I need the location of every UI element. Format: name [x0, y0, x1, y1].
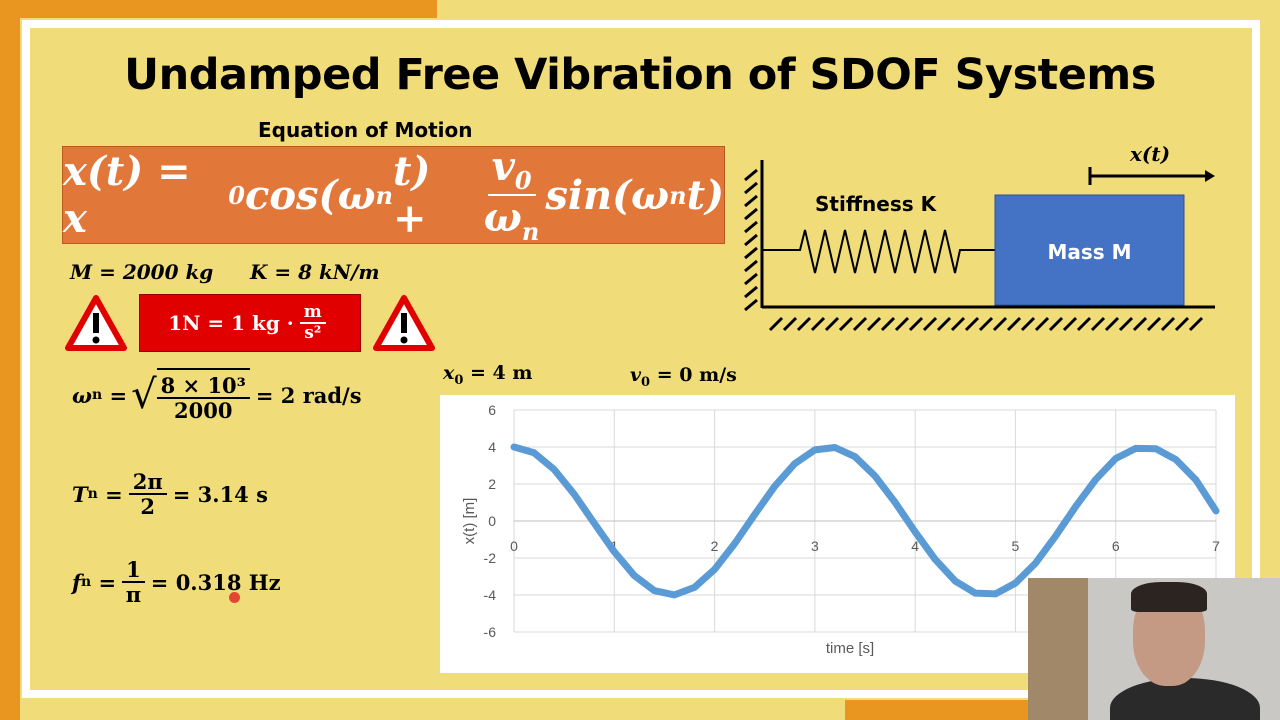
mass-block — [994, 194, 1185, 306]
y-axis-label: x(t) [m] — [461, 498, 478, 545]
ground-hatch — [768, 316, 1204, 332]
x-tick-label: 3 — [811, 538, 819, 554]
hatch-line — [1062, 316, 1078, 332]
hatch-line — [744, 181, 758, 195]
decor-bar — [0, 0, 20, 720]
spring-mass-diagram — [744, 160, 1215, 332]
equation-of-motion: x(t) = x 0 cos(ω n t) + v0 ωn sin(ω n t) — [62, 142, 725, 246]
hatch-line — [978, 316, 994, 332]
y-tick-label: 6 — [488, 402, 496, 418]
x-tick-label: 6 — [1112, 538, 1120, 554]
hatch-line — [964, 316, 980, 332]
hatch-line — [744, 298, 758, 312]
hatch-line — [950, 316, 966, 332]
hatch-line — [1006, 316, 1022, 332]
y-tick-label: 4 — [488, 439, 496, 455]
mass-param: M = 2000 kg — [70, 260, 214, 284]
y-tick-label: 0 — [488, 513, 496, 529]
hatch-line — [1160, 316, 1176, 332]
hatch-line — [824, 316, 840, 332]
slide-title: Undamped Free Vibration of SDOF Systems — [124, 50, 1156, 100]
hatch-line — [852, 316, 868, 332]
hatch-line — [768, 316, 784, 332]
x-tick-label: 5 — [1012, 538, 1020, 554]
hatch-line — [744, 233, 758, 247]
hatch-line — [1104, 316, 1120, 332]
x-tick-label: 2 — [711, 538, 719, 554]
stiffness-param: K = 8 kN/m — [250, 260, 380, 284]
hatch-line — [908, 316, 924, 332]
hatch-line — [744, 285, 758, 299]
initial-displacement: x0 = 4 m — [443, 362, 533, 388]
mass-label: Mass M — [1047, 240, 1132, 264]
y-tick-label: 2 — [488, 476, 496, 492]
displacement-label: x(t) — [1130, 142, 1171, 166]
hatch-line — [1174, 316, 1190, 332]
hatch-line — [866, 316, 882, 332]
x-tick-label: 4 — [911, 538, 919, 554]
y-tick-label: -4 — [484, 587, 497, 603]
pointer-dot — [229, 592, 240, 603]
hatch-line — [744, 220, 758, 234]
hatch-line — [744, 246, 758, 260]
hatch-line — [744, 272, 758, 286]
spring-label: Stiffness K — [815, 192, 937, 216]
hatch-line — [1188, 316, 1204, 332]
warning-triangle-icon — [65, 295, 127, 351]
x-tick-label: 0 — [510, 538, 518, 554]
hatch-line — [744, 194, 758, 208]
hatch-line — [922, 316, 938, 332]
y-tick-label: -2 — [484, 550, 497, 566]
hatch-line — [1020, 316, 1036, 332]
hatch-line — [1076, 316, 1092, 332]
hatch-line — [1090, 316, 1106, 332]
hatch-line — [838, 316, 854, 332]
hatch-line — [744, 259, 758, 273]
wall-hatch — [744, 168, 758, 312]
hatch-line — [992, 316, 1008, 332]
hatch-line — [1146, 316, 1162, 332]
hatch-line — [744, 207, 758, 221]
y-tick-label: -6 — [484, 624, 497, 640]
eom-heading: Equation of Motion — [258, 118, 473, 142]
hatch-line — [936, 316, 952, 332]
hatch-line — [1048, 316, 1064, 332]
hatch-line — [1118, 316, 1134, 332]
x-axis-label: time [s] — [826, 640, 874, 657]
hatch-line — [810, 316, 826, 332]
hatch-line — [880, 316, 896, 332]
hatch-line — [1132, 316, 1148, 332]
webcam-overlay — [1028, 578, 1280, 720]
initial-velocity: v0 = 0 m/s — [630, 364, 737, 390]
hatch-line — [1034, 316, 1050, 332]
hatch-line — [782, 316, 798, 332]
unit-note: 1N = 1 kg · m s² — [139, 294, 361, 352]
warning-triangle-icon — [373, 295, 435, 351]
hatch-line — [744, 168, 758, 182]
hatch-line — [894, 316, 910, 332]
x-tick-label: 7 — [1212, 538, 1220, 554]
hatch-line — [796, 316, 812, 332]
spring — [762, 229, 995, 274]
decor-bar — [0, 0, 437, 18]
series-line — [510, 443, 1220, 599]
